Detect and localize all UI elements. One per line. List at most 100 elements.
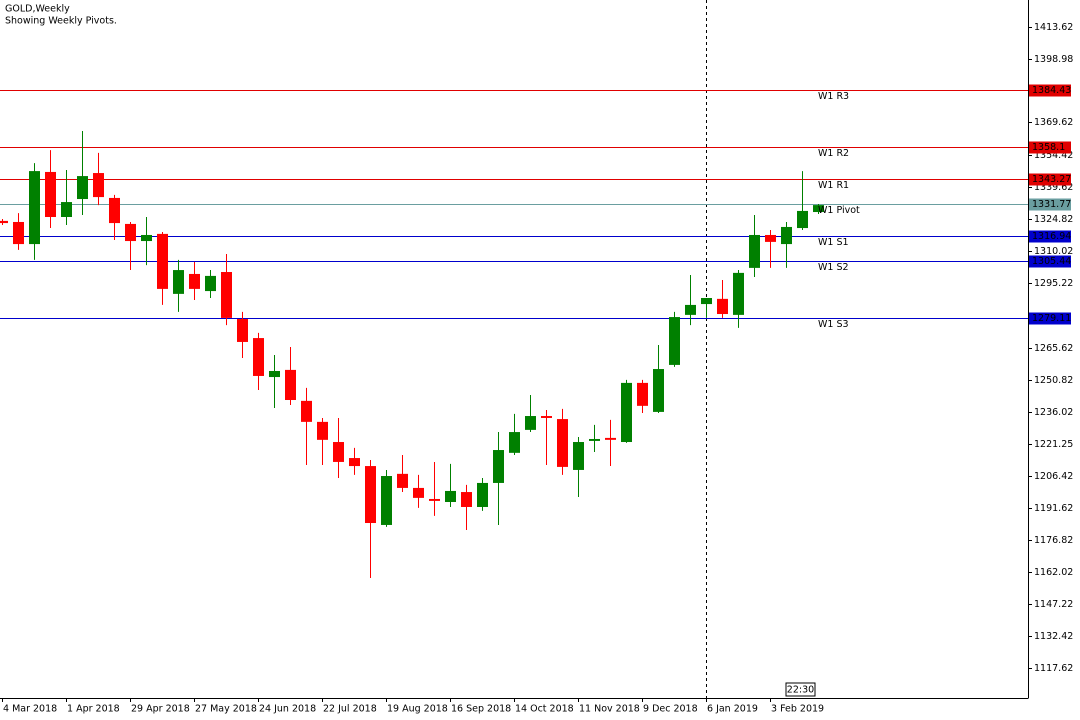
candle-body bbox=[621, 382, 632, 443]
candle-body bbox=[765, 234, 776, 242]
candle-body bbox=[61, 202, 72, 218]
candle-body bbox=[781, 226, 792, 245]
x-tick-label: 27 May 2018 bbox=[195, 704, 257, 715]
pivot-price-box bbox=[1029, 173, 1071, 186]
candle-body bbox=[669, 317, 680, 365]
candle-body bbox=[813, 205, 824, 213]
candle-body bbox=[45, 171, 56, 218]
candle-body bbox=[605, 437, 616, 440]
y-tick-label: 1295.22 bbox=[1034, 278, 1073, 289]
x-tick-label: 29 Apr 2018 bbox=[131, 704, 190, 715]
candle-body bbox=[653, 369, 664, 412]
chart-subtitle: Showing Weekly Pivots. bbox=[5, 16, 117, 27]
chart-title: GOLD,Weekly bbox=[5, 4, 70, 15]
candle-body bbox=[797, 210, 808, 229]
candle-body bbox=[317, 421, 328, 440]
candle-body bbox=[93, 173, 104, 198]
candle-body bbox=[189, 273, 200, 289]
candle-body bbox=[0, 220, 8, 224]
candle-body bbox=[173, 270, 184, 294]
candle-body bbox=[477, 482, 488, 507]
candle-body bbox=[541, 416, 552, 418]
y-tick-label: 1191.62 bbox=[1034, 503, 1073, 514]
pivot-price: 1384.43 bbox=[1032, 85, 1071, 96]
plot-area bbox=[0, 90, 1028, 579]
y-tick-label: 1221.25 bbox=[1034, 439, 1073, 450]
time-label: 22:30 bbox=[787, 685, 814, 696]
x-tick-label: 24 Jun 2018 bbox=[259, 704, 316, 715]
y-tick-label: 1117.62 bbox=[1034, 663, 1073, 674]
x-tick-label: 9 Dec 2018 bbox=[643, 704, 698, 715]
pivot-label: W1 R3 bbox=[818, 91, 849, 102]
candle-body bbox=[365, 466, 376, 524]
pivot-price-box bbox=[1029, 141, 1071, 154]
pivot-label: W1 R1 bbox=[818, 180, 849, 191]
pivot-price: 1316.94 bbox=[1032, 231, 1071, 242]
pivot-price-box bbox=[1029, 198, 1071, 211]
y-tick-label: 1236.02 bbox=[1034, 407, 1073, 418]
candle-body bbox=[301, 400, 312, 422]
y-tick-label: 1162.02 bbox=[1034, 567, 1073, 578]
candle-body bbox=[269, 370, 280, 378]
candle-body bbox=[221, 272, 232, 318]
candle-body bbox=[109, 197, 120, 224]
x-tick-label: 19 Aug 2018 bbox=[387, 704, 448, 715]
candle-body bbox=[381, 476, 392, 525]
candle-body bbox=[749, 234, 760, 268]
y-tick-label: 1398.98 bbox=[1034, 54, 1073, 65]
pivot-price: 1305.44 bbox=[1032, 256, 1071, 267]
candle-body bbox=[557, 419, 568, 467]
pivot-label: W1 Pivot bbox=[818, 205, 860, 216]
candle-body bbox=[285, 369, 296, 401]
y-tick-label: 1324.82 bbox=[1034, 214, 1073, 225]
x-tick-label: 11 Nov 2018 bbox=[579, 704, 640, 715]
pivot-price-box bbox=[1029, 84, 1071, 97]
y-tick-label: 1206.42 bbox=[1034, 471, 1073, 482]
candle-body bbox=[141, 234, 152, 242]
y-tick-label: 1354.42 bbox=[1034, 150, 1073, 161]
y-tick-label: 1265.62 bbox=[1034, 343, 1073, 354]
pivot-label: W1 S3 bbox=[818, 319, 849, 330]
candle-body bbox=[125, 223, 136, 242]
candle-body bbox=[637, 382, 648, 406]
pivot-price: 1343.27 bbox=[1032, 174, 1071, 185]
candle-body bbox=[461, 492, 472, 507]
y-tick-label: 1369.62 bbox=[1034, 117, 1073, 128]
pivot-price: 1331.77 bbox=[1032, 199, 1071, 210]
candle-body bbox=[701, 297, 712, 305]
y-tick-label: 1413.62 bbox=[1034, 22, 1073, 33]
pivot-label: W1 S2 bbox=[818, 262, 849, 273]
pivot-price: 1279.11 bbox=[1032, 313, 1071, 324]
candle-body bbox=[429, 498, 440, 501]
candle-body bbox=[333, 442, 344, 462]
x-tick-label: 22 Jul 2018 bbox=[323, 704, 377, 715]
candle-body bbox=[685, 304, 696, 315]
candle-body bbox=[397, 473, 408, 488]
y-tick-label: 1147.22 bbox=[1034, 599, 1073, 610]
candle-body bbox=[733, 272, 744, 315]
candle-body bbox=[445, 490, 456, 503]
candle-body bbox=[77, 176, 88, 200]
candle-body bbox=[205, 275, 216, 292]
candle-body bbox=[237, 319, 248, 342]
pivot-label: W1 R2 bbox=[818, 148, 849, 159]
candle-body bbox=[13, 221, 24, 245]
y-tick-label: 1176.82 bbox=[1034, 535, 1073, 546]
candle-body bbox=[157, 233, 168, 289]
candle-body bbox=[493, 450, 504, 483]
x-tick-label: 16 Sep 2018 bbox=[451, 704, 511, 715]
x-tick-label: 3 Feb 2019 bbox=[771, 704, 824, 715]
candle-body bbox=[349, 458, 360, 467]
x-tick-label: 14 Oct 2018 bbox=[515, 704, 574, 715]
candle-body bbox=[509, 432, 520, 453]
candle-body bbox=[253, 338, 264, 376]
y-tick-label: 1250.82 bbox=[1034, 375, 1073, 386]
y-tick-label: 1310.02 bbox=[1034, 246, 1073, 257]
pivot-price-box bbox=[1029, 255, 1071, 268]
candle-body bbox=[589, 438, 600, 441]
pivot-price-box bbox=[1029, 312, 1071, 325]
x-tick-label: 6 Jan 2019 bbox=[707, 704, 758, 715]
